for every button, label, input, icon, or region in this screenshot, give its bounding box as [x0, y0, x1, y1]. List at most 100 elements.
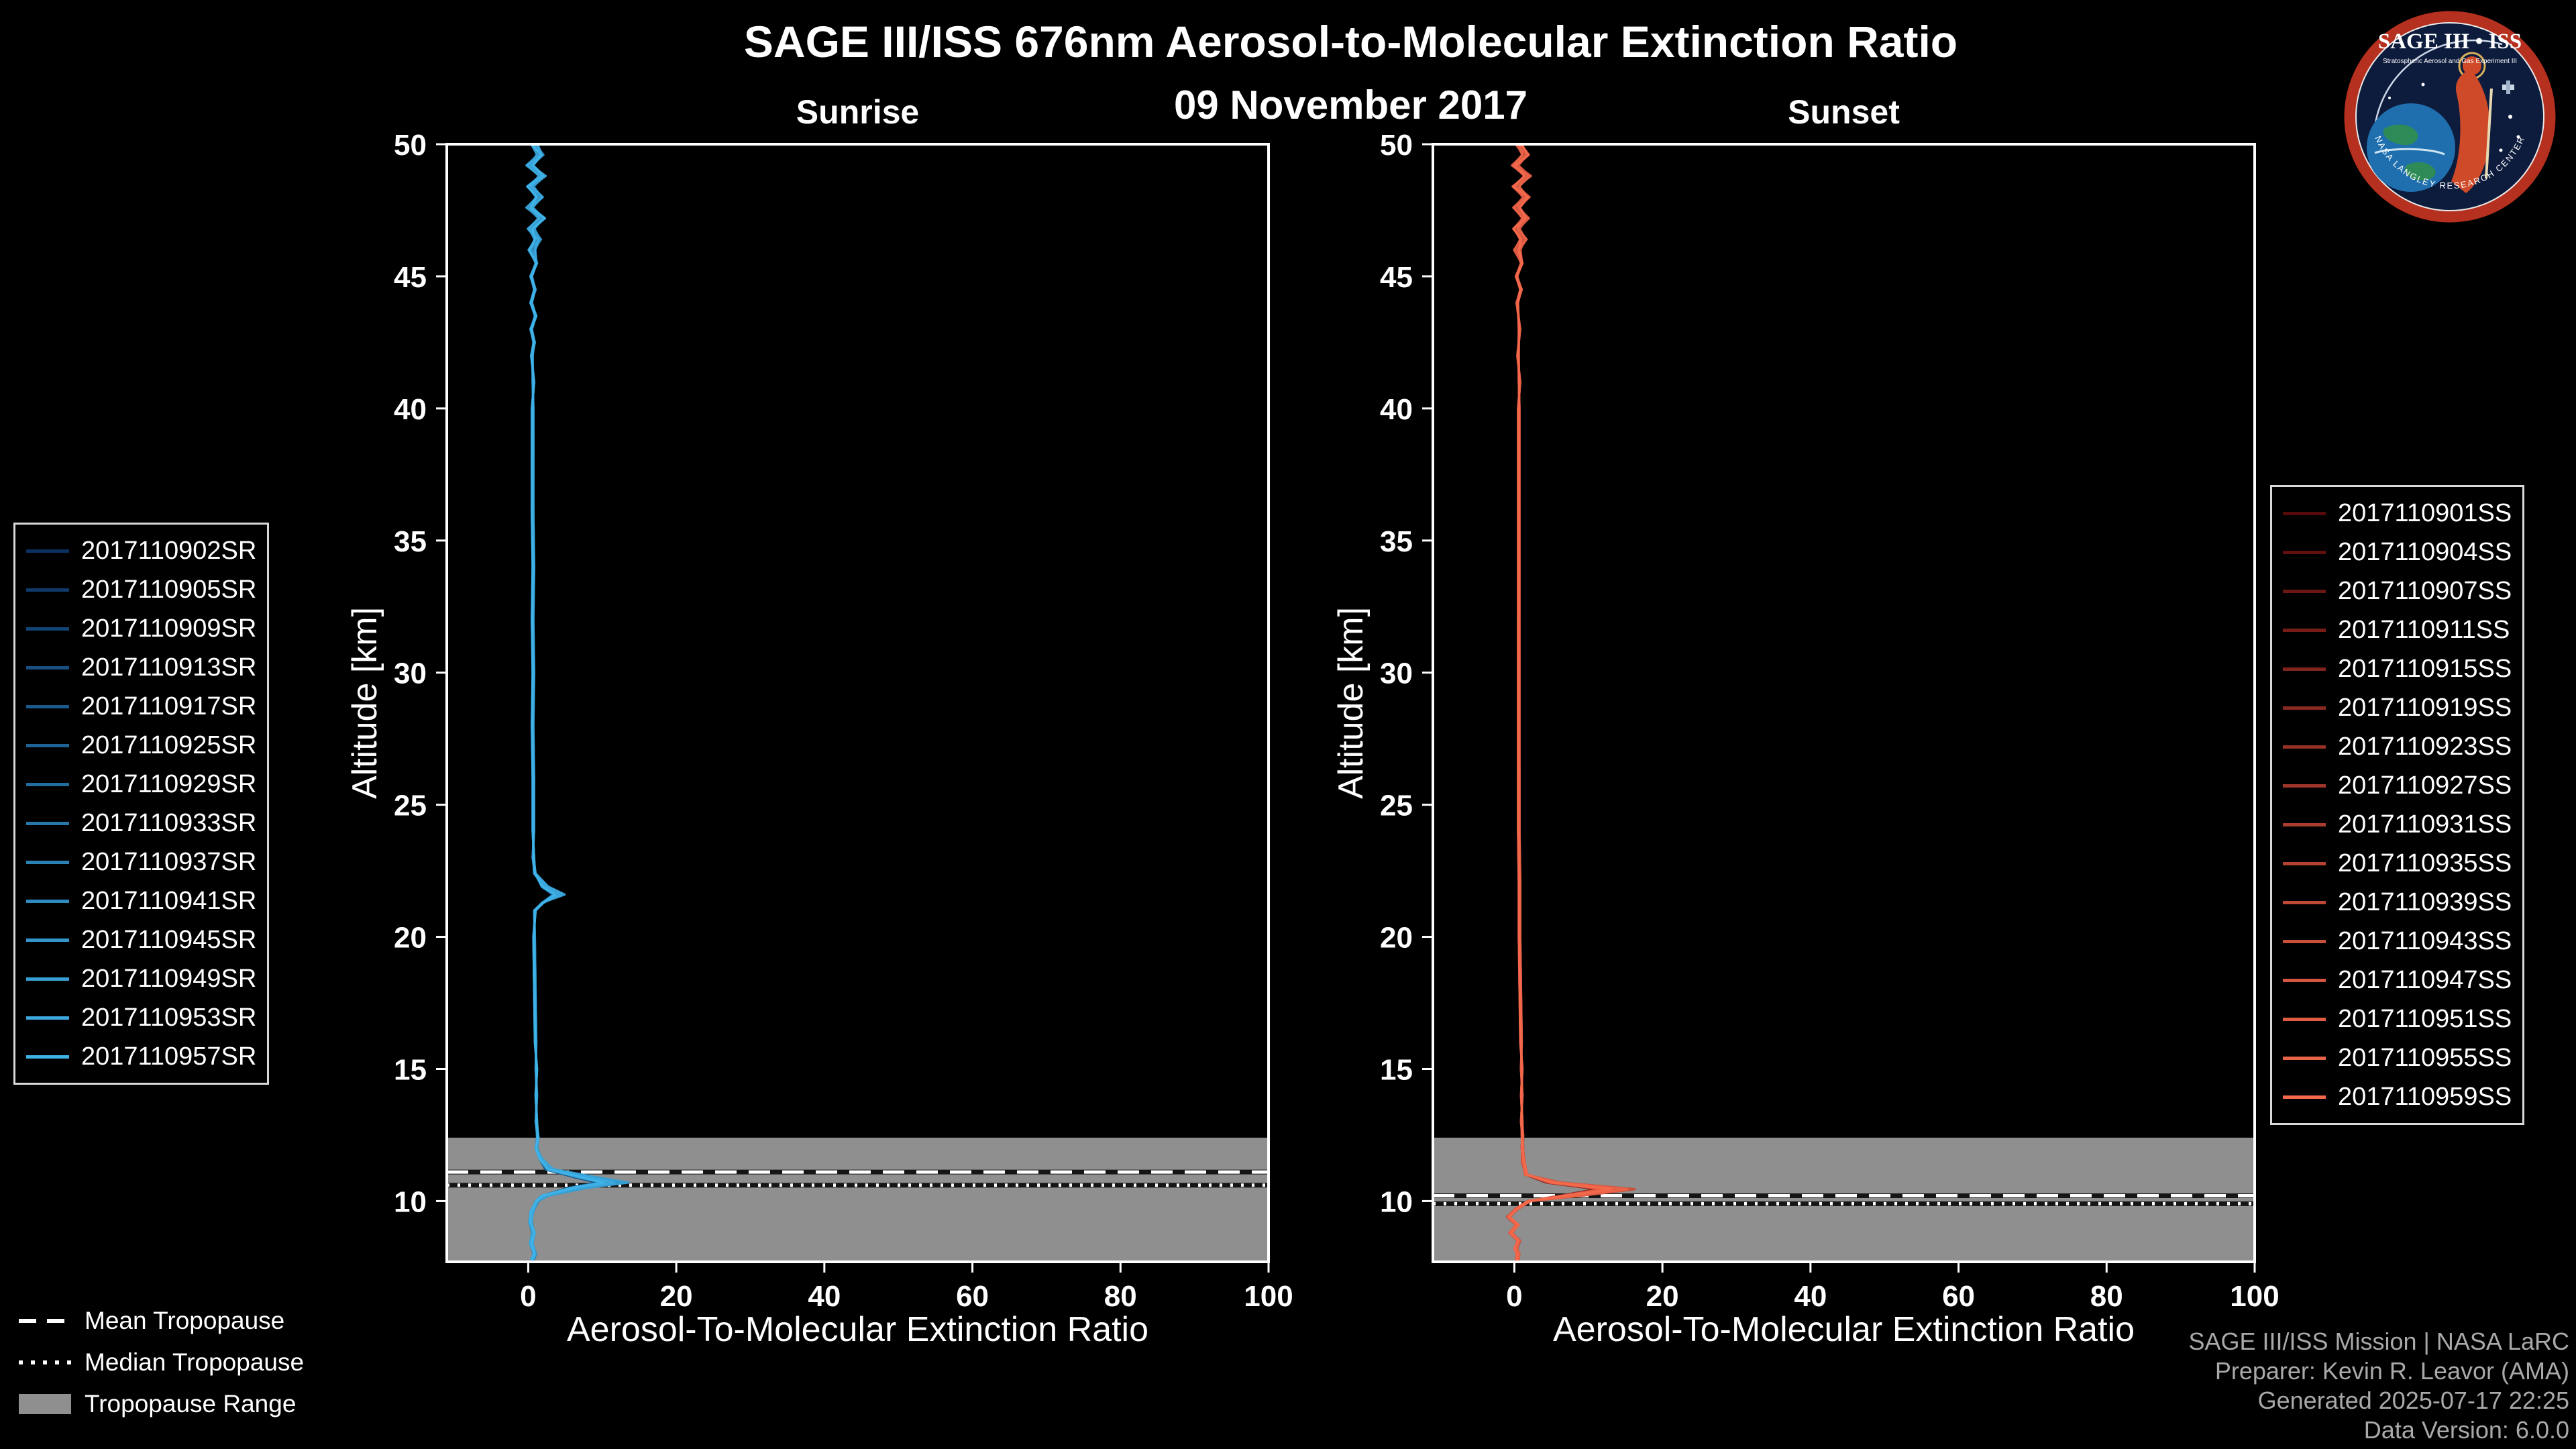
logo-figure-icon [2451, 72, 2490, 193]
y-tick-label: 35 [394, 525, 427, 558]
legend-item: 2017110901SS [2283, 494, 2512, 533]
legend-item: 2017110943SS [2283, 922, 2512, 961]
x-tick-label: 40 [808, 1280, 841, 1313]
legend-item: 2017110915SS [2283, 649, 2512, 688]
logo-title: SAGE III • ISS [2378, 30, 2522, 54]
credit-mission: SAGE III/ISS Mission | NASA LaRC [2188, 1328, 2569, 1355]
tropopause-range-legend-item: Tropopause Range [19, 1390, 304, 1418]
x-tick-label: 100 [1244, 1280, 1293, 1313]
profile-line-2017110941SR [525, 143, 621, 1260]
profile-line-2017110945SR [526, 143, 610, 1260]
legend-line-swatch [2283, 784, 2326, 788]
profile-line-2017110909SR [527, 143, 611, 1260]
credit-data-version: Data Version: 6.0.0 [2363, 1416, 2569, 1444]
legend-line-swatch [26, 938, 69, 942]
y-tick-label: 10 [1380, 1185, 1413, 1218]
x-tick-label: 60 [956, 1280, 989, 1313]
legend-item: 2017110955SS [2283, 1038, 2512, 1077]
legend-item: 2017110957SR [26, 1037, 256, 1076]
legend-label: 2017110945SR [81, 925, 257, 954]
legend-line-swatch [26, 860, 69, 864]
profile-line-2017110947SS [1508, 143, 1618, 1260]
profile-line-2017110955SS [1507, 143, 1629, 1260]
legend-line-swatch [2283, 511, 2326, 515]
legend-label: 2017110943SS [2338, 926, 2512, 955]
legend-line-swatch [26, 899, 69, 903]
profile-line-2017110939SS [1507, 143, 1610, 1260]
legend-label: 2017110919SS [2338, 693, 2512, 722]
sage-iii-iss-logo: SAGE III • ISS Stratospheric Aerosol and… [2344, 11, 2556, 223]
legend-line-swatch [2283, 745, 2326, 749]
legend-item: 2017110909SR [26, 609, 256, 648]
tropopause-range-band [447, 1137, 1269, 1262]
legend-item: 2017110947SS [2283, 961, 2512, 1000]
legend-item: 2017110905SR [26, 570, 256, 609]
legend-label: 2017110929SR [81, 769, 257, 798]
x-tick-label: 20 [1646, 1280, 1679, 1313]
x-tick-label: 0 [1506, 1280, 1522, 1313]
sunrise-x-axis-label: Aerosol-To-Molecular Extinction Ratio [566, 1310, 1148, 1349]
sunset-series-legend: 2017110901SS 2017110904SS 2017110907SS 2017… [2270, 485, 2525, 1125]
legend-label: 2017110931SS [2338, 810, 2512, 839]
legend-line-swatch [2283, 1095, 2326, 1099]
tropopause-legend: Mean Tropopause Median Tropopause Tropop… [19, 1307, 304, 1432]
legend-item: 2017110949SR [26, 959, 256, 998]
legend-item: 2017110935SS [2283, 844, 2512, 883]
logo-star [2499, 148, 2503, 152]
sunset-plot-area: 0 20 40 60 80 100 10 15 20 25 30 35 40 45 50 [1380, 129, 2279, 1313]
legend-label: 2017110953SR [81, 1003, 257, 1032]
legend-item: 2017110931SS [2283, 805, 2512, 844]
median-tropopause-legend-item: Median Tropopause [19, 1348, 304, 1377]
legend-line-swatch [2283, 628, 2326, 632]
legend-line-swatch [26, 588, 69, 592]
profile-line-2017110904SS [1507, 143, 1627, 1260]
profile-line-2017110957SR [526, 143, 605, 1260]
x-tick-label: 0 [520, 1280, 536, 1313]
y-tick-label: 20 [394, 922, 427, 955]
profile-line-2017110949SR [525, 143, 630, 1260]
sunset-x-axis-label: Aerosol-To-Molecular Extinction Ratio [1552, 1310, 2135, 1349]
legend-line-swatch [2283, 861, 2326, 865]
profile-line-2017110933SR [527, 143, 613, 1260]
logo-earth-cloud [2374, 148, 2445, 156]
legend-item: 2017110925SR [26, 726, 256, 765]
y-tick-label: 30 [394, 657, 427, 690]
figure-title: SAGE III/ISS 676nm Aerosol-to-Molecular … [743, 17, 1958, 66]
logo-staff [2485, 88, 2493, 179]
legend-label: 2017110913SR [81, 653, 257, 682]
legend-line-swatch [26, 549, 69, 553]
profile-line-2017110927SS [1508, 143, 1615, 1260]
credit-generated: Generated 2025-07-17 22:25 [2257, 1387, 2569, 1414]
legend-label: 2017110923SS [2338, 732, 2512, 761]
y-tick-label: 25 [394, 790, 427, 822]
legend-item: 2017110902SR [26, 531, 256, 570]
legend-label: 2017110939SS [2338, 888, 2512, 916]
sunrise-series-legend: 2017110902SR 2017110905SR 2017110909SR 2017… [13, 523, 270, 1085]
x-tick-label: 100 [2230, 1280, 2279, 1313]
y-tick-label: 20 [1380, 922, 1413, 955]
logo-star [2508, 115, 2512, 119]
legend-item: 2017110913SR [26, 648, 256, 687]
profile-line-2017110907SS [1507, 143, 1612, 1260]
legend-label: 2017110917SR [81, 692, 257, 720]
legend-label: 2017110904SS [2338, 537, 2512, 566]
legend-item: 2017110904SS [2283, 533, 2512, 572]
y-tick-label: 25 [1380, 790, 1413, 822]
legend-label: 2017110937SR [81, 847, 257, 876]
logo-earth-land [2404, 162, 2436, 181]
y-tick-label: 40 [394, 393, 427, 426]
logo-subtitle: Stratospheric Aerosol and Gas Experiment… [2383, 58, 2517, 65]
legend-line-swatch [2283, 550, 2326, 554]
mean-tropopause-label: Mean Tropopause [85, 1307, 285, 1334]
sunset-panel-title: Sunset [1788, 93, 1900, 131]
legend-item: 2017110951SS [2283, 1000, 2512, 1038]
y-tick-label: 50 [394, 129, 427, 162]
legend-line-swatch [2283, 706, 2326, 710]
legend-item: 2017110911SS [2283, 610, 2512, 649]
legend-item: 2017110941SR [26, 881, 256, 920]
legend-line-swatch [26, 782, 69, 786]
tropopause-range-band [1433, 1137, 2255, 1262]
dashed-line-swatch [19, 1319, 71, 1323]
median-tropopause-label: Median Tropopause [85, 1348, 305, 1376]
y-tick-label: 35 [1380, 525, 1413, 558]
